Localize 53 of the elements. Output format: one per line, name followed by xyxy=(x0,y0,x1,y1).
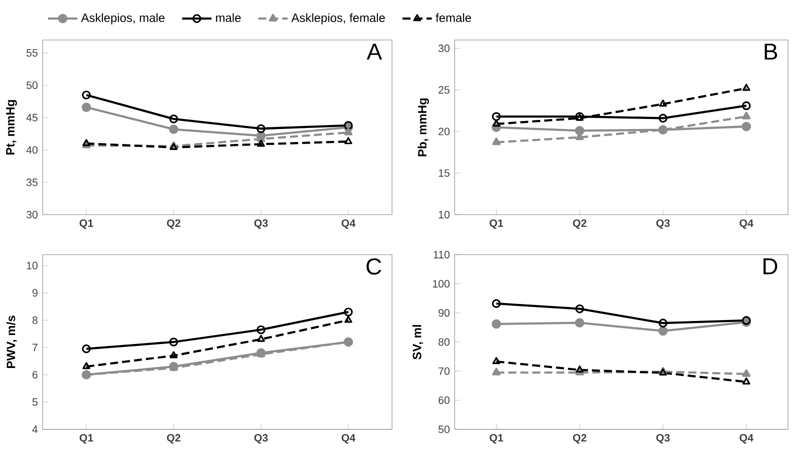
y-tick-label: 45 xyxy=(26,114,38,122)
y-tick-label: 5 xyxy=(32,398,38,406)
x-tick-label: Q2 xyxy=(572,434,586,444)
y-tick-label: 90 xyxy=(438,309,450,317)
x-tick-label: Q3 xyxy=(254,434,268,444)
chart-title: C xyxy=(366,258,382,275)
x-tick-label: Q4 xyxy=(342,434,356,444)
y-tick-label: 70 xyxy=(438,368,450,376)
y-tick-label: 8 xyxy=(32,316,38,324)
chart-title: A xyxy=(366,44,382,60)
legend-label: female xyxy=(436,13,472,22)
legend-label: Asklepios, male xyxy=(81,13,165,25)
x-tick-label: Q4 xyxy=(740,220,754,230)
y-tick-label: 35 xyxy=(26,178,38,186)
y-tick-label: 15 xyxy=(438,170,450,177)
y-tick-label: 110 xyxy=(434,251,450,259)
y-tick-label: 50 xyxy=(438,426,450,434)
x-tick-label: Q3 xyxy=(656,434,670,444)
chart-title: B xyxy=(764,44,778,60)
x-tick-label: Q1 xyxy=(80,220,94,230)
x-tick-label: Q4 xyxy=(342,220,356,230)
y-tick-label: 55 xyxy=(26,49,38,57)
y-tick-label: 60 xyxy=(438,396,450,404)
x-tick-label: Q3 xyxy=(656,220,670,230)
y-tick-label: 80 xyxy=(438,338,450,346)
y-tick-label: 6 xyxy=(32,371,38,379)
y-axis-title: SV, ml xyxy=(412,325,424,360)
x-tick-label: Q2 xyxy=(572,220,586,230)
y-axis-title: Pt, mmHg xyxy=(6,100,17,155)
x-tick-label: Q2 xyxy=(167,220,180,230)
chart-title: D xyxy=(764,258,778,274)
x-tick-label: Q3 xyxy=(254,220,268,230)
x-tick-label: Q1 xyxy=(490,220,504,230)
y-tick-label: 10 xyxy=(438,211,450,219)
y-tick-label: 7 xyxy=(32,344,38,352)
y-tick-label: 25 xyxy=(438,86,450,94)
y-tick-label: 9 xyxy=(32,289,38,297)
y-tick-label: 4 xyxy=(32,426,38,434)
y-tick-label: 50 xyxy=(26,82,38,90)
y-tick-label: 30 xyxy=(26,211,38,219)
x-tick-label: Q2 xyxy=(167,434,180,444)
y-tick-label: 20 xyxy=(438,128,450,136)
x-tick-label: Q4 xyxy=(740,434,754,444)
y-tick-label: 40 xyxy=(26,146,38,154)
y-axis-title: Pb, mmHg xyxy=(418,98,429,156)
y-tick-label: 30 xyxy=(438,44,450,52)
x-tick-label: Q1 xyxy=(490,434,504,444)
y-axis-title: PWV, m/s xyxy=(6,316,17,368)
legend-label: Asklepios, female xyxy=(291,13,385,25)
y-tick-label: 10 xyxy=(26,262,38,270)
x-tick-label: Q1 xyxy=(80,434,94,444)
y-tick-label: 100 xyxy=(432,280,450,288)
legend-label: male xyxy=(216,13,241,22)
